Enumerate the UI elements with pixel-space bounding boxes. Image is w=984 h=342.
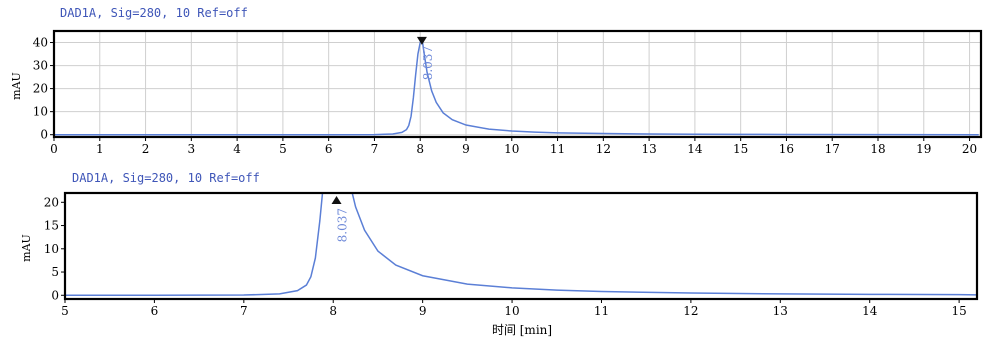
y-tick-label: 10 [33,105,48,119]
x-tick-label: 10 [504,304,519,318]
y-tick-label: 10 [44,242,59,256]
y-tick-label: 0 [51,288,59,302]
y-tick-label: 15 [44,219,59,233]
signal-trace [54,37,979,136]
x-tick-label: 7 [371,142,379,156]
plot-frame [63,191,979,301]
plot-frame [52,29,983,139]
y-tick-label: 40 [33,36,48,50]
y-tick-label: 20 [33,82,48,96]
x-tick-label: 2 [142,142,150,156]
signal-trace [65,193,977,297]
x-tick-label: 17 [825,142,840,156]
panel-title: DAD1A, Sig=280, 10 Ref=off [72,171,260,185]
x-tick-label: 6 [151,304,159,318]
y-axis-label: mAU [20,234,33,262]
x-tick-label: 9 [462,142,470,156]
y-axis-label: mAU [10,72,23,100]
x-tick-label: 10 [504,142,519,156]
peak-label: 8.037 [421,46,435,80]
x-tick-label: 13 [641,142,656,156]
x-tick-label: 8 [329,304,337,318]
y-tick-label: 0 [40,128,48,142]
peak-label: 8.037 [336,208,350,242]
x-tick-label: 14 [687,142,703,156]
x-axis-label: 时间 [min] [492,323,552,337]
x-tick-label: 16 [779,142,794,156]
y-tick-label: 30 [33,59,48,73]
x-tick-label: 15 [733,142,748,156]
x-tick-label: 5 [279,142,287,156]
x-tick-label: 11 [594,304,609,318]
x-tick-label: 12 [683,304,698,318]
x-tick-label: 4 [233,142,241,156]
x-tick-label: 20 [962,142,977,156]
x-tick-label: 8 [416,142,424,156]
y-tick-label: 5 [51,265,59,279]
chromatogram-panel-zoom: DAD1A, Sig=280, 10 Ref=off mAU 时间 [min] … [20,171,979,337]
x-tick-label: 6 [325,142,333,156]
peak-marker [331,196,342,204]
x-tick-label: 12 [596,142,611,156]
x-tick-label: 1 [96,142,104,156]
x-tick-label: 11 [550,142,565,156]
panel-title: DAD1A, Sig=280, 10 Ref=off [60,6,248,20]
x-tick-label: 3 [188,142,196,156]
x-tick-label: 18 [870,142,885,156]
x-tick-label: 15 [951,304,966,318]
x-tick-label: 14 [862,304,878,318]
x-tick-label: 9 [419,304,427,318]
y-tick-label: 20 [44,195,59,209]
x-tick-label: 0 [50,142,58,156]
x-tick-label: 13 [773,304,788,318]
x-tick-label: 5 [61,304,69,318]
peak-marker [416,36,427,45]
x-tick-label: 7 [240,304,248,318]
x-tick-label: 19 [916,142,931,156]
